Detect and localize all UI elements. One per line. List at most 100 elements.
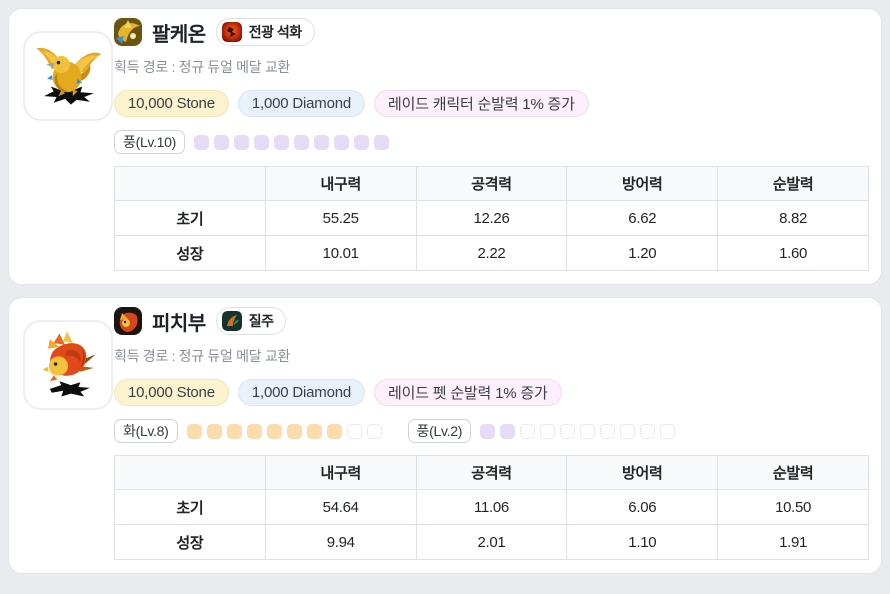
stat-value: 2.22 (415, 235, 568, 271)
dash-skill-icon (221, 311, 242, 331)
stat-header-defense: 방어력 (566, 455, 719, 490)
gold-dragon-illustration (36, 47, 102, 105)
stat-row-label: 초기 (114, 200, 266, 236)
element-gauge (194, 134, 390, 150)
character-name: 피치부 (152, 312, 206, 335)
stat-header-durability: 내구력 (264, 455, 417, 490)
character-image-pichibu (23, 320, 113, 410)
gauge-square-empty (560, 423, 576, 439)
diamond-price-pill: 1,000 Diamond (237, 90, 365, 117)
gauge-square-filled (214, 134, 230, 150)
stat-header-agility: 순발력 (717, 166, 869, 201)
stat-row-label: 성장 (114, 524, 266, 560)
gauge-square-empty (580, 423, 596, 439)
stat-value: 54.64 (264, 489, 417, 525)
stat-row-initial: 초기 54.64 11.06 6.06 10.50 (114, 489, 869, 525)
element-group-fire: 화(Lv.8) (114, 419, 382, 443)
stone-price-pill: 10,000 Stone (114, 90, 229, 117)
character-name: 팔케온 (152, 23, 206, 46)
gauge-square-filled (374, 134, 390, 150)
stat-value: 12.26 (415, 200, 568, 236)
stat-table-header-row: 내구력 공격력 방어력 순발력 (114, 455, 869, 490)
stat-value: 10.50 (717, 489, 869, 525)
gauge-square-empty (660, 423, 676, 439)
gauge-square-filled (266, 423, 282, 439)
gauge-square-filled (334, 134, 350, 150)
stat-row-label: 성장 (114, 235, 266, 271)
element-level-tag: 화(Lv.8) (114, 419, 178, 443)
skill-badge: 질주 (215, 307, 287, 335)
price-and-buff-row: 10,000 Stone 1,000 Diamond 레이드 캐릭터 순발력 1… (114, 90, 869, 117)
stat-value: 9.94 (264, 524, 417, 560)
element-level-row: 화(Lv.8) 풍(Lv.2) (114, 419, 869, 443)
lightning-petrify-skill-icon (221, 22, 242, 42)
stat-value: 55.25 (264, 200, 417, 236)
skill-badge-label: 전광 석화 (248, 24, 302, 40)
stat-row-growth: 성장 10.01 2.22 1.20 1.60 (114, 235, 869, 271)
stat-value: 2.01 (415, 524, 568, 560)
element-gauge (480, 423, 676, 439)
element-group-wind: 풍(Lv.2) (407, 419, 676, 443)
card-header: 피치부 질주 (114, 306, 869, 336)
stat-header-blank (114, 455, 266, 490)
stat-header-blank (114, 166, 266, 201)
gauge-square-empty (640, 423, 656, 439)
diamond-price-pill: 1,000 Diamond (237, 379, 365, 406)
element-level-tag: 풍(Lv.2) (407, 419, 472, 443)
orange-creature-illustration (42, 331, 96, 397)
gauge-square-filled (246, 423, 262, 439)
gauge-square-empty (346, 423, 362, 439)
gauge-square-empty (540, 423, 556, 439)
stat-value: 1.60 (717, 235, 869, 271)
stat-value: 1.10 (566, 524, 719, 560)
gauge-square-filled (206, 423, 222, 439)
skill-badge-label: 질주 (248, 313, 274, 329)
card-header: 팔케온 전광 석화 (114, 17, 869, 47)
gauge-square-empty (620, 423, 636, 439)
stat-row-initial: 초기 55.25 12.26 6.62 8.82 (114, 200, 869, 236)
price-and-buff-row: 10,000 Stone 1,000 Diamond 레이드 펫 순발력 1% … (114, 379, 869, 406)
gauge-square-filled (314, 134, 330, 150)
gauge-square-filled (354, 134, 370, 150)
gauge-square-empty (600, 423, 616, 439)
acquisition-text: 획득 경로 : 정규 듀얼 메달 교환 (114, 348, 291, 364)
stat-row-label: 초기 (114, 489, 266, 525)
stat-value: 6.06 (566, 489, 719, 525)
gauge-square-filled (274, 134, 290, 150)
gauge-square-filled (194, 134, 210, 150)
gauge-square-filled (480, 423, 496, 439)
skill-badge: 전광 석화 (215, 18, 315, 46)
character-image-falkeon (23, 31, 113, 121)
stat-value: 10.01 (264, 235, 417, 271)
character-card-falkeon: 팔케온 전광 석화 획득 경로 : 정규 듀얼 메달 교환 (8, 8, 882, 285)
stat-header-attack: 공격력 (415, 166, 568, 201)
gauge-square-empty (366, 423, 382, 439)
acquisition-text: 획득 경로 : 정규 듀얼 메달 교환 (114, 59, 291, 75)
stat-table: 내구력 공격력 방어력 순발력 초기 54.64 11.06 6.06 10.5… (114, 455, 869, 560)
gauge-square-filled (306, 423, 322, 439)
stone-price-pill: 10,000 Stone (114, 379, 229, 406)
gauge-square-empty (520, 423, 536, 439)
gauge-square-filled (186, 423, 202, 439)
gauge-square-filled (326, 423, 342, 439)
stat-header-attack: 공격력 (415, 455, 568, 490)
stat-row-growth: 성장 9.94 2.01 1.10 1.91 (114, 524, 869, 560)
gauge-square-filled (254, 134, 270, 150)
gauge-square-filled (500, 423, 516, 439)
character-portrait-icon (114, 307, 142, 335)
stat-value: 1.20 (566, 235, 719, 271)
stat-value: 1.91 (717, 524, 869, 560)
gauge-square-filled (226, 423, 242, 439)
character-portrait-icon (114, 18, 142, 46)
raid-buff-pill: 레이드 펫 순발력 1% 증가 (374, 379, 562, 406)
stat-table-header-row: 내구력 공격력 방어력 순발력 (114, 166, 869, 201)
gauge-square-filled (234, 134, 250, 150)
stat-value: 6.62 (566, 200, 719, 236)
stat-header-agility: 순발력 (717, 455, 869, 490)
stat-header-durability: 내구력 (264, 166, 417, 201)
gauge-square-filled (286, 423, 302, 439)
element-group-wind: 풍(Lv.10) (114, 130, 390, 154)
element-level-tag: 풍(Lv.10) (114, 130, 186, 154)
element-level-row: 풍(Lv.10) (114, 130, 869, 154)
gauge-square-filled (294, 134, 310, 150)
